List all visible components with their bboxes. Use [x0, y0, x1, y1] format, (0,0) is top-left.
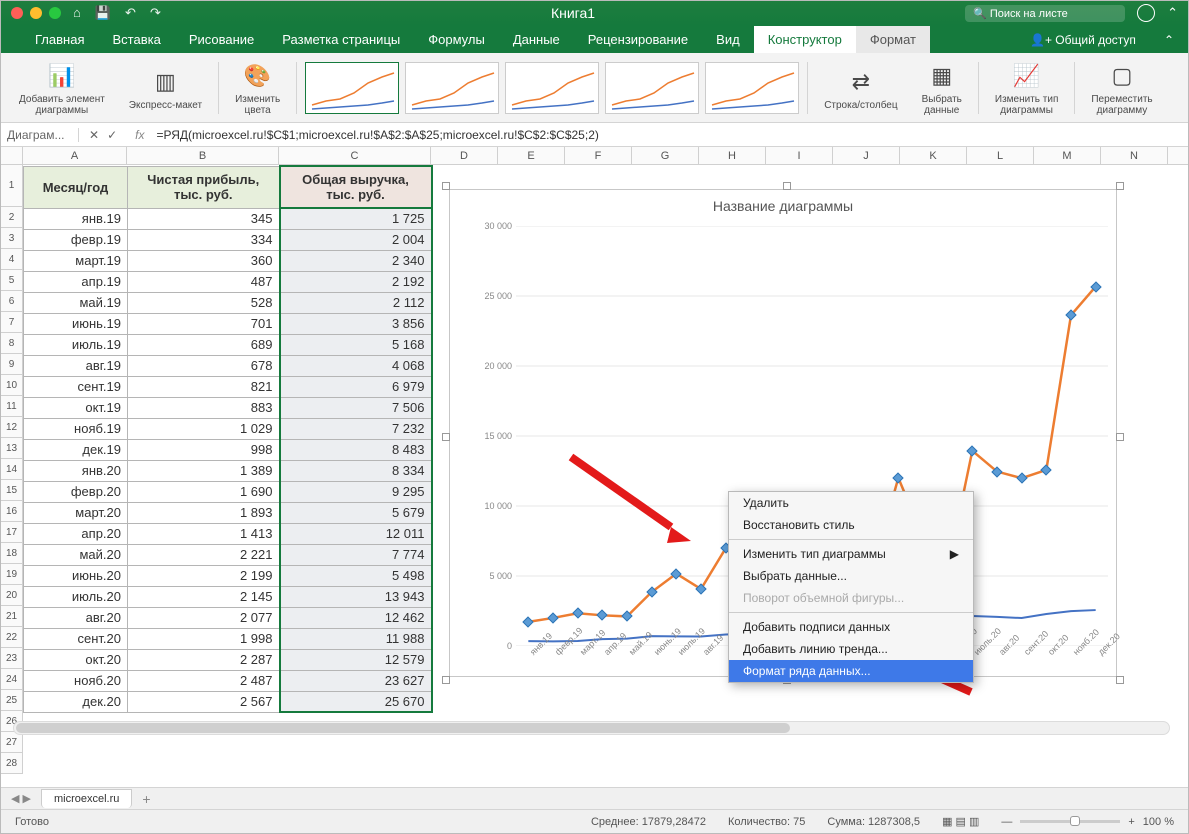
status-ready: Готово [15, 816, 49, 828]
expand-icon[interactable]: ⌃ [1167, 5, 1178, 21]
change-colors[interactable]: 🎨Изменить цвета [227, 57, 288, 118]
tab-3[interactable]: Разметка страницы [268, 26, 414, 53]
ctx-Изменить тип диаграммы[interactable]: Изменить тип диаграммы▶ [729, 543, 973, 565]
accept-icon[interactable]: ✓ [107, 128, 117, 142]
cells[interactable]: Месяц/годЧистая прибыль,тыс. руб.Общая в… [23, 165, 433, 713]
tab-9[interactable]: Формат [856, 26, 930, 53]
tab-2[interactable]: Рисование [175, 26, 268, 53]
status-count: Количество: 75 [728, 816, 805, 828]
add-chart-element[interactable]: 📊Добавить элемент диаграммы [11, 57, 113, 118]
sheet-tabs: ◀ ▶ microexcel.ru + [1, 787, 1188, 809]
cancel-icon[interactable]: ✕ [89, 128, 99, 142]
sheet-nav[interactable]: ◀ ▶ [1, 792, 41, 805]
chart-title[interactable]: Название диаграммы [450, 190, 1116, 222]
tab-5[interactable]: Данные [499, 26, 574, 53]
tab-0[interactable]: Главная [21, 26, 98, 53]
ctx-Выбрать данные...[interactable]: Выбрать данные... [729, 565, 973, 587]
ctx-Восстановить стиль[interactable]: Восстановить стиль [729, 514, 973, 536]
status-sum: Сумма: 1287308,5 [827, 816, 920, 828]
formula-bar: Диаграм... ✕ ✓ fx =РЯД(microexcel.ru!$C$1… [1, 123, 1188, 147]
save-icon[interactable]: 💾 [95, 5, 111, 21]
ctx-Добавить линию тренда...[interactable]: Добавить линию тренда... [729, 638, 973, 660]
tab-4[interactable]: Формулы [414, 26, 499, 53]
titlebar: ⌂ 💾 ↶ ↷ Книга1 🔍 Поиск на листе ⌃ [1, 1, 1188, 25]
quick-layout[interactable]: ▥Экспресс-макет [121, 63, 210, 113]
ribbon: 📊Добавить элемент диаграммы ▥Экспресс-ма… [1, 53, 1188, 123]
fx-icon[interactable]: fx [127, 128, 152, 142]
ribbon-tabs: ГлавнаяВставкаРисованиеРазметка страницы… [1, 25, 1188, 53]
select-data[interactable]: ▦Выбрать данные [914, 57, 970, 118]
row-headers[interactable]: 1234567891011121314151617181920212223242… [1, 165, 23, 774]
column-headers[interactable]: ABCDEFGHIJKLMN [1, 147, 1188, 165]
tab-6[interactable]: Рецензирование [574, 26, 702, 53]
search-input[interactable]: 🔍 Поиск на листе [965, 5, 1125, 22]
name-box[interactable]: Диаграм... [1, 128, 79, 142]
home-icon[interactable]: ⌂ [73, 5, 81, 21]
context-menu: УдалитьВосстановить стиль Изменить тип ди… [728, 491, 974, 683]
status-bar: Готово Среднее: 17879,28472 Количество: … [1, 809, 1188, 833]
view-icons[interactable]: ▦ ▤ ▥ [942, 815, 979, 828]
ctx-Добавить подписи данных[interactable]: Добавить подписи данных [729, 616, 973, 638]
sheet-tab[interactable]: microexcel.ru [41, 789, 132, 808]
feedback-icon[interactable] [1137, 4, 1155, 22]
tab-7[interactable]: Вид [702, 26, 754, 53]
change-chart-type[interactable]: 📈Изменить тип диаграммы [987, 57, 1066, 118]
share-button[interactable]: 👤+ Общий доступ [1016, 27, 1150, 53]
chart-style-4[interactable] [705, 62, 799, 114]
move-chart[interactable]: ▢Переместить диаграмму [1083, 57, 1160, 118]
horizontal-scrollbar[interactable] [13, 721, 1170, 735]
grid: ABCDEFGHIJKLMN 1234567891011121314151617… [1, 147, 1188, 781]
status-avg: Среднее: 17879,28472 [591, 816, 706, 828]
window-controls[interactable] [11, 7, 61, 19]
window-title: Книга1 [181, 5, 965, 21]
add-sheet[interactable]: + [132, 791, 160, 807]
chart-styles[interactable] [305, 62, 799, 114]
chart-style-3[interactable] [605, 62, 699, 114]
switch-row-col[interactable]: ⇄Строка/столбец [816, 63, 905, 113]
redo-icon[interactable]: ↷ [150, 5, 161, 21]
ctx-Поворот объемной фигуры...: Поворот объемной фигуры... [729, 587, 973, 609]
zoom-slider[interactable]: — + 100 % [1001, 816, 1174, 828]
ctx-Удалить[interactable]: Удалить [729, 492, 973, 514]
formula-input[interactable]: =РЯД(microexcel.ru!$C$1;microexcel.ru!$A… [152, 128, 1188, 142]
undo-icon[interactable]: ↶ [125, 5, 136, 21]
tab-1[interactable]: Вставка [98, 26, 174, 53]
tab-8[interactable]: Конструктор [754, 26, 856, 53]
ctx-Формат ряда данных...[interactable]: Формат ряда данных... [729, 660, 973, 682]
chart-style-1[interactable] [405, 62, 499, 114]
chart-style-2[interactable] [505, 62, 599, 114]
chart-style-0[interactable] [305, 62, 399, 114]
qat[interactable]: ⌂ 💾 ↶ ↷ [73, 5, 161, 21]
